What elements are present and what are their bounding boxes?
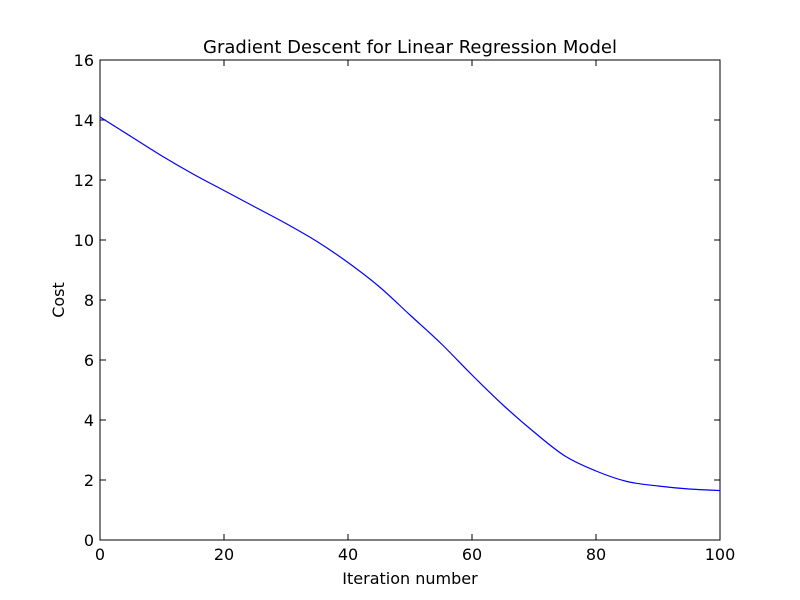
x-tick-label: 20 bbox=[214, 545, 234, 564]
plot-area bbox=[99, 59, 721, 541]
y-tick-label: 10 bbox=[74, 231, 94, 250]
x-tick-label: 60 bbox=[462, 545, 482, 564]
y-tick-label: 16 bbox=[74, 51, 94, 70]
y-axis-label: Cost bbox=[49, 282, 68, 318]
x-axis-ticks: 0 20 40 60 80 100 bbox=[95, 60, 735, 564]
chart-title: Gradient Descent for Linear Regression M… bbox=[203, 37, 617, 58]
y-tick-label: 8 bbox=[84, 291, 94, 310]
x-tick-label: 80 bbox=[586, 545, 606, 564]
x-tick-label: 40 bbox=[338, 545, 358, 564]
plot-frame bbox=[99, 59, 721, 541]
y-tick-label: 12 bbox=[74, 171, 94, 190]
x-tick-label: 100 bbox=[705, 545, 736, 564]
series-line-cost bbox=[99, 116, 721, 492]
y-tick-label: 6 bbox=[84, 351, 94, 370]
y-axis-ticks: 0 2 4 6 8 10 12 14 16 bbox=[74, 51, 720, 550]
y-tick-label: 0 bbox=[84, 531, 94, 550]
x-tick-label: 0 bbox=[95, 545, 105, 564]
x-axis-label: Iteration number bbox=[342, 569, 478, 588]
y-tick-label: 2 bbox=[84, 471, 94, 490]
y-tick-label: 14 bbox=[74, 111, 94, 130]
y-tick-label: 4 bbox=[84, 411, 94, 430]
